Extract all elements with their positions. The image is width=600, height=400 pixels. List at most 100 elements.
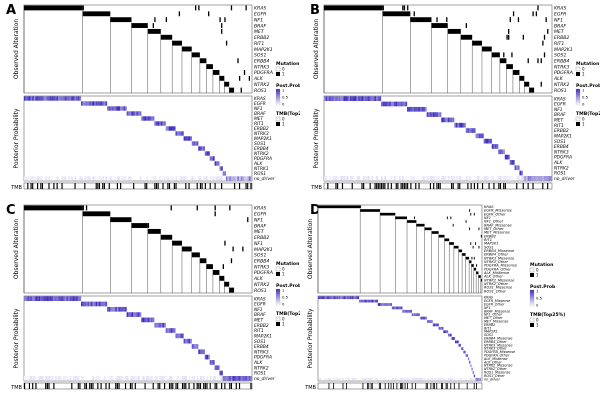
mutation-block (360, 209, 381, 212)
mutation-block (131, 223, 148, 228)
observed-gene-label: ALK_Other (483, 275, 503, 279)
observed-gene-label: BRAF (254, 223, 266, 229)
observed-gene-label: NF1 (484, 216, 491, 220)
mutation-block (172, 40, 182, 46)
svg-text:1: 1 (582, 88, 585, 93)
mutation-block (462, 253, 466, 256)
observed-gene-label: PDGFRA_Other (484, 267, 511, 271)
observed-gene-label: NTRK2_Other (484, 282, 509, 286)
panel-D: D Observed Alteration Posterior Probabilit… (300, 200, 600, 400)
posterior-axis-label: Posterior Probability (313, 108, 320, 169)
tmb-strip (317, 382, 483, 390)
posterior-gene-label: ROS1_Missense (484, 371, 511, 375)
tmb-strip (323, 182, 553, 190)
legend-postprob-title: Post.Prob (276, 283, 300, 289)
observed-gene-label: RIT1 (554, 41, 564, 47)
panel-A: A Observed Alteration Posterior Probabilit… (0, 0, 300, 200)
observed-gene-label: NTRK2 (554, 82, 569, 88)
panel-letter: C (6, 203, 16, 218)
mutation-block (82, 11, 111, 17)
posterior-gene-label: RIT1 (554, 123, 564, 129)
posterior-gene-label: ERBB4 (254, 146, 269, 152)
legend-postprob-title: Post.Prob (276, 83, 300, 89)
posterior-gene-label: KRAS (484, 296, 494, 300)
observed-gene-label: ERBB2 (254, 35, 269, 41)
observed-matrix (23, 4, 253, 94)
observed-gene-label: NTRK3 (554, 64, 569, 70)
observed-gene-label: NF1 (254, 241, 263, 247)
posterior-gene-label: MET (254, 116, 264, 122)
mutation-block (110, 217, 132, 223)
posterior-gene-label: ALK_Other (483, 360, 502, 364)
svg-text:0: 0 (282, 267, 285, 272)
observed-gene-label: ERBB4_Missense (484, 249, 515, 253)
posterior-gene-label: ALK (253, 161, 263, 167)
svg-text:0: 0 (282, 67, 285, 72)
posterior-gene-label: NTRK2_Missense (484, 364, 513, 368)
posterior-gene-label: NTRK2 (254, 151, 269, 157)
svg-text:0.5: 0.5 (282, 295, 289, 300)
legend-mutation-title: Mutation (276, 261, 299, 267)
observed-gene-label: EGFR_Other (484, 212, 506, 216)
posterior-gene-label: MET (254, 318, 264, 324)
observed-matrix (23, 204, 253, 294)
svg-text:1: 1 (536, 273, 539, 278)
svg-text:1: 1 (582, 122, 585, 127)
observed-gene-label: KRAS (254, 6, 266, 12)
mutation-block (431, 231, 439, 234)
mutation-block (529, 87, 535, 93)
observed-gene-label: NTRK2_Missense (484, 278, 515, 282)
posterior-gene-label: EGFR_Other (484, 303, 505, 307)
observed-gene-label: EGFR_Missense (484, 209, 513, 213)
heatmap-svg: Observed Alteration Posterior Probability… (10, 4, 300, 191)
posterior-gene-label: ROS1 (254, 371, 266, 377)
heatmap-svg: Observed Alteration Posterior Probability… (304, 204, 565, 391)
posterior-gene-label: EGFR (254, 101, 266, 107)
svg-text:0: 0 (282, 117, 285, 122)
mutation-block (499, 58, 507, 64)
mutation-block (478, 275, 481, 278)
mutation-block (224, 81, 230, 87)
observed-gene-label: KRAS (484, 205, 494, 209)
mutation-block (453, 245, 459, 249)
legend-tmb-title: TMB(Top25%) (276, 111, 300, 117)
posterior-gene-label: ROS1 (554, 171, 566, 177)
posterior-gene-label: NF1 (254, 307, 263, 313)
svg-text:1: 1 (282, 288, 285, 293)
mutation-block (395, 216, 408, 220)
observed-gene-label: SOS1 (254, 253, 266, 259)
legend-postprob-title: Post.Prob (576, 83, 600, 89)
observed-gene-label: MAP2K1 (254, 47, 273, 53)
observed-gene-label: BRAF_Missense (484, 223, 512, 227)
posterior-gene-label: MAP2K1 (554, 133, 572, 139)
mutation-block (476, 271, 479, 275)
mutation-block (410, 17, 432, 23)
posterior-gene-label: MET_Other (484, 316, 503, 320)
posterior-gene-label: ROS1_Other (484, 374, 505, 378)
svg-text:0: 0 (536, 303, 539, 308)
posterior-gene-label: NTRK2 (254, 365, 269, 371)
svg-text:0: 0 (282, 102, 285, 107)
tmb-strip (23, 182, 253, 190)
posterior-gene-label: ERBB2 (254, 126, 269, 132)
observed-gene-label: EGFR (254, 12, 266, 18)
observed-gene-label: ALK_Missense (483, 271, 510, 275)
posterior-gene-label: ERBB2 (254, 323, 269, 329)
posterior-gene-label: MAP2K1 (254, 136, 272, 142)
observed-gene-label: MET_Other (484, 227, 504, 231)
observed-gene-label: SOS1 (254, 53, 266, 59)
observed-gene-label: MET (554, 29, 565, 35)
posterior-gene-label: EGFR (554, 102, 566, 108)
legend-tmb-title: TMB(Top25%) (530, 312, 565, 318)
mutation-block (24, 205, 83, 211)
posterior-gene-label: ALK (553, 160, 563, 166)
posterior-gene-label: KRAS (254, 296, 266, 302)
posterior-gene-label: ERBB4_Other (484, 340, 507, 344)
svg-text:1: 1 (282, 88, 285, 93)
observed-gene-label: BRAF (254, 23, 266, 29)
legend-mutation-title: Mutation (276, 61, 299, 67)
mutation-block (449, 242, 454, 245)
mutation-block (110, 17, 132, 23)
svg-text:1: 1 (282, 322, 285, 327)
